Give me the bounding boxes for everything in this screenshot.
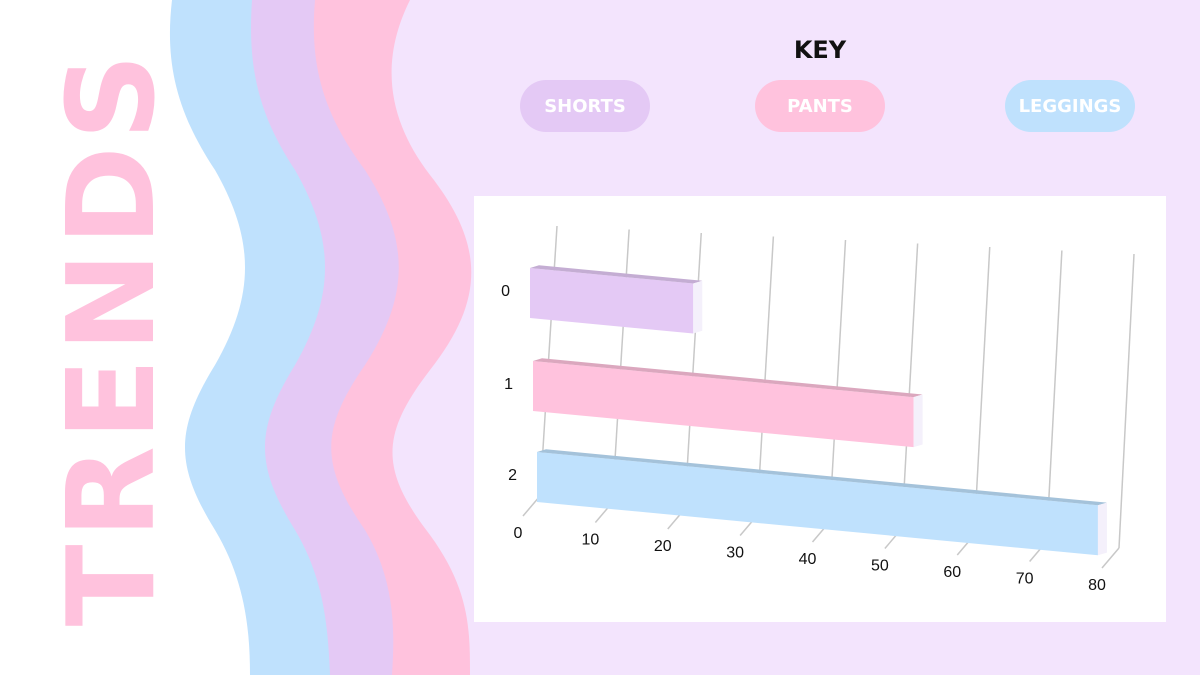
gridline	[901, 243, 919, 529]
page-title: TRENDS	[43, 47, 182, 627]
gridline	[756, 236, 775, 516]
bar-front	[530, 268, 694, 334]
key-pants-pill: PANTS	[755, 80, 885, 132]
key-leggings-pill: LEGGINGS	[1005, 80, 1135, 132]
key-shorts-pill: SHORTS	[520, 80, 650, 132]
x-tick-label: 70	[1016, 571, 1034, 588]
wave-graphic	[0, 0, 472, 675]
key-title: KEY	[793, 36, 847, 64]
x-tick-label: 0	[514, 525, 523, 542]
bar-top	[533, 358, 923, 398]
gridline	[828, 239, 847, 523]
decorative-waves: TRENDS	[0, 0, 480, 675]
bar-2	[537, 449, 1107, 556]
x-tick-label: 80	[1088, 577, 1106, 594]
y-category-label: 0	[501, 283, 510, 300]
gridline	[1118, 253, 1135, 549]
bar-front	[537, 452, 1098, 556]
bar-end	[1097, 502, 1107, 556]
bar-top	[537, 449, 1107, 506]
x-tick-label: 10	[581, 532, 599, 549]
x-tick-label: 50	[871, 558, 889, 575]
bar-chart: 0 10 20 30 40 50 60 70 80 0 1 2	[501, 225, 1135, 594]
bar-front	[533, 361, 914, 448]
y-category-label: 1	[504, 376, 513, 393]
floor-tick	[1101, 547, 1120, 569]
bar-chart-panel: 0 10 20 30 40 50 60 70 80 0 1 2	[474, 196, 1166, 622]
x-tick-label: 30	[726, 545, 744, 562]
bar-end	[913, 394, 923, 448]
bar-0	[530, 265, 703, 334]
y-category-label: 2	[508, 467, 517, 484]
x-tick-label: 20	[654, 538, 672, 555]
gridline	[973, 246, 991, 536]
x-tick-label: 40	[799, 551, 817, 568]
bar-1	[533, 358, 923, 448]
bar-end	[693, 280, 703, 334]
white-background-shape	[0, 0, 250, 675]
gridline	[1045, 250, 1063, 542]
bar-top	[530, 265, 703, 284]
x-tick-label: 60	[943, 564, 961, 581]
